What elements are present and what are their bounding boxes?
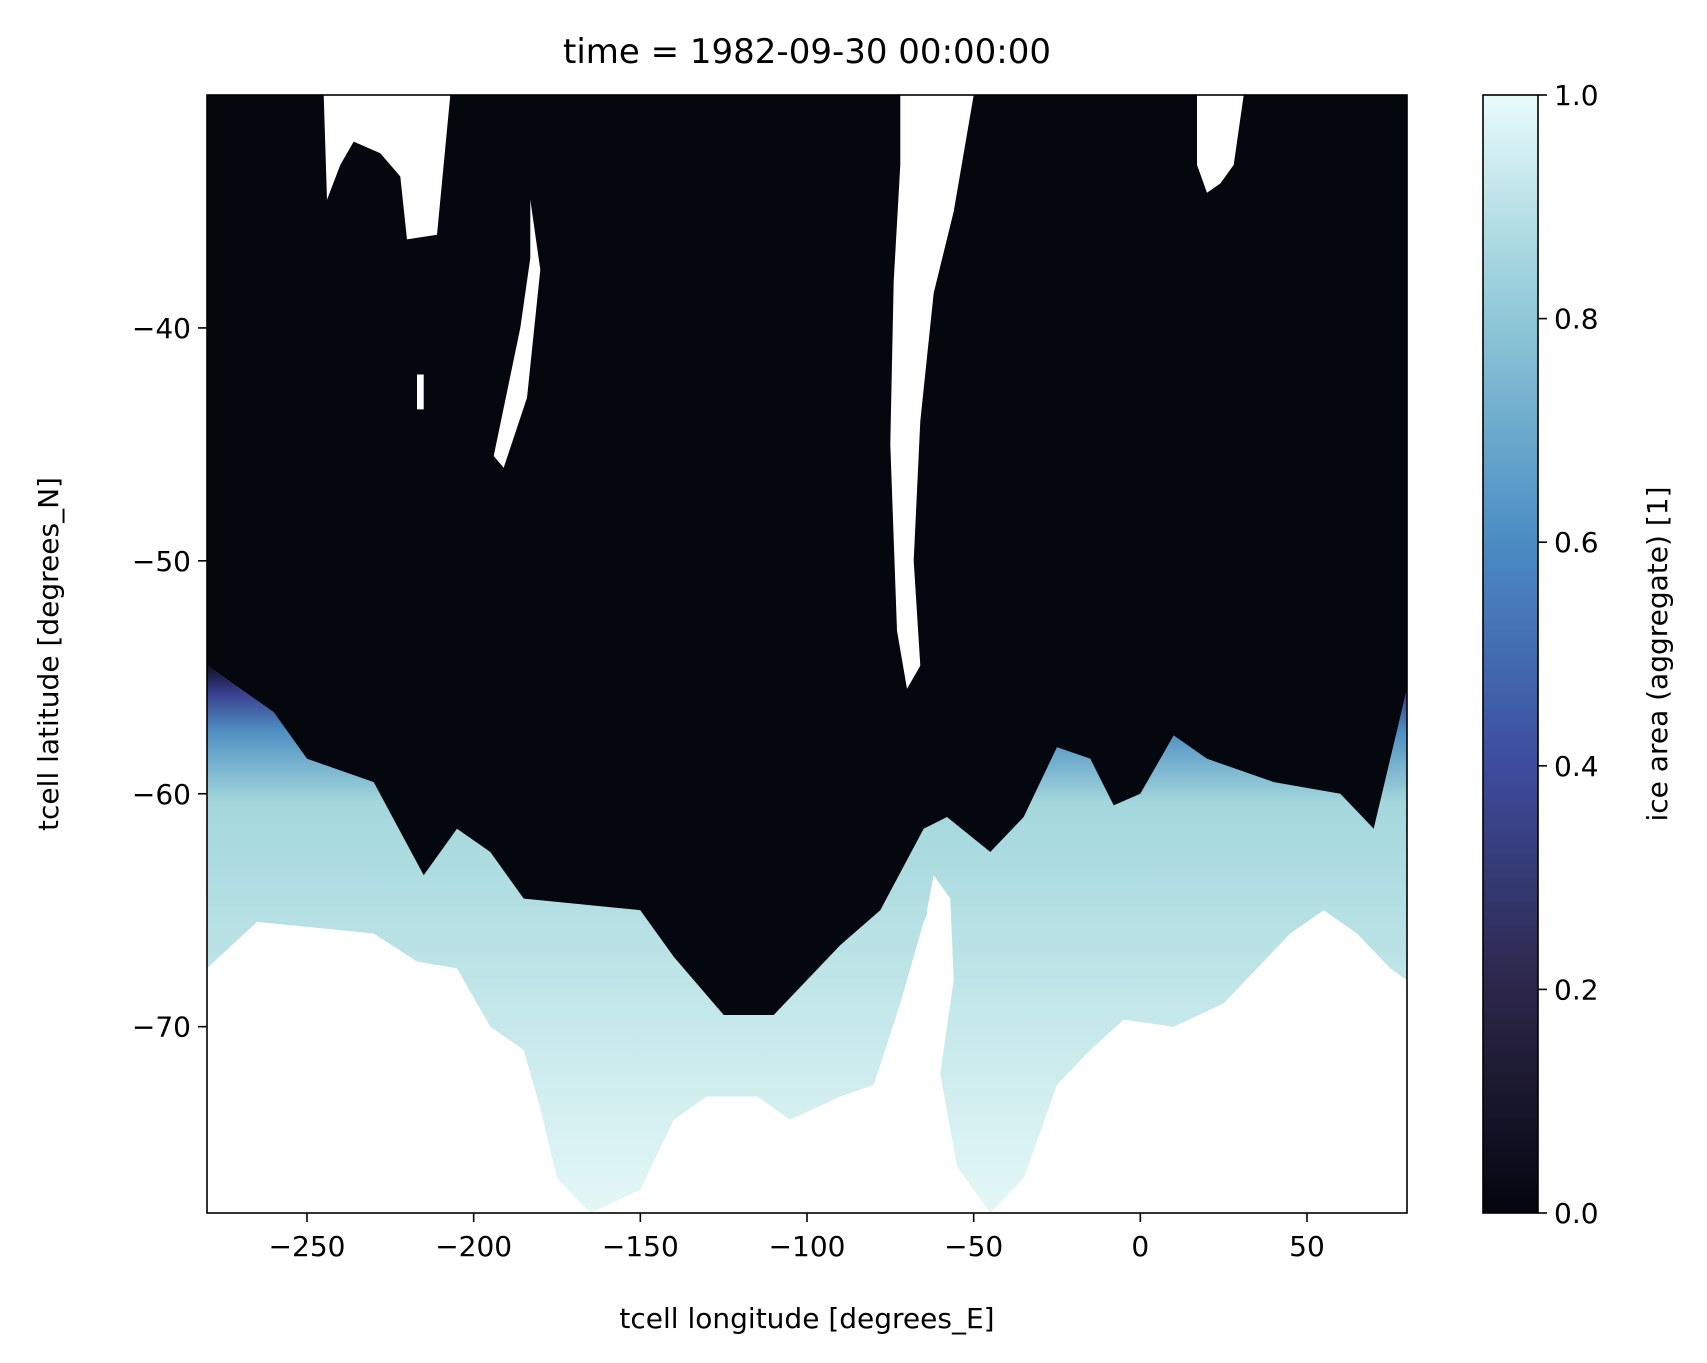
- open-ocean-region: [207, 95, 1407, 1015]
- x-tick-label: −50: [944, 1230, 1003, 1263]
- x-tick-label: −150: [602, 1230, 679, 1263]
- missing-region-1: [323, 95, 451, 240]
- x-tick-label: −100: [769, 1230, 846, 1263]
- x-tick-label: 0: [1131, 1230, 1149, 1263]
- colorbar: [1483, 95, 1538, 1213]
- x-axis-label: tcell longitude [degrees_E]: [619, 1302, 994, 1335]
- y-axis-label: tcell latitude [degrees_N]: [32, 477, 65, 831]
- chart-title: time = 1982-09-30 00:00:00: [563, 32, 1051, 72]
- y-tick-label: −50: [132, 545, 191, 578]
- colorbar-tick-label: 0.4: [1554, 750, 1599, 783]
- sea-ice-band: [207, 665, 1407, 1213]
- missing-regions: [323, 95, 1244, 689]
- peninsula-gap: [923, 875, 954, 1074]
- y-tick-label: −40: [132, 312, 191, 345]
- colorbar-tick-label: 0.8: [1554, 303, 1599, 336]
- missing-region-5: [1197, 95, 1244, 193]
- y-tick-label: −70: [132, 1011, 191, 1044]
- missing-region-4: [890, 95, 974, 689]
- colorbar-label: ice area (aggregate) [1]: [1641, 486, 1674, 821]
- missing-region-2: [417, 374, 424, 410]
- y-axis-ticks: −40 −50 −60 −70: [132, 312, 207, 1044]
- x-axis-ticks: −250 −200 −150 −100 −50 0 50: [269, 1213, 1325, 1263]
- plot-area: [207, 95, 1407, 1213]
- x-tick-label: −200: [435, 1230, 512, 1263]
- colorbar-tick-label: 1.0: [1554, 79, 1599, 112]
- y-tick-label: −60: [132, 778, 191, 811]
- missing-region-3: [493, 199, 541, 468]
- colorbar-tick-label: 0.0: [1554, 1197, 1599, 1230]
- x-tick-label: −250: [269, 1230, 346, 1263]
- colorbar-frame: [1482, 94, 1539, 1214]
- colorbar-ticks: 0.0 0.2 0.4 0.6 0.8 1.0: [1538, 79, 1599, 1230]
- colorbar-tick-label: 0.6: [1554, 526, 1599, 559]
- x-tick-label: 50: [1289, 1230, 1325, 1263]
- colorbar-tick-label: 0.2: [1554, 973, 1599, 1006]
